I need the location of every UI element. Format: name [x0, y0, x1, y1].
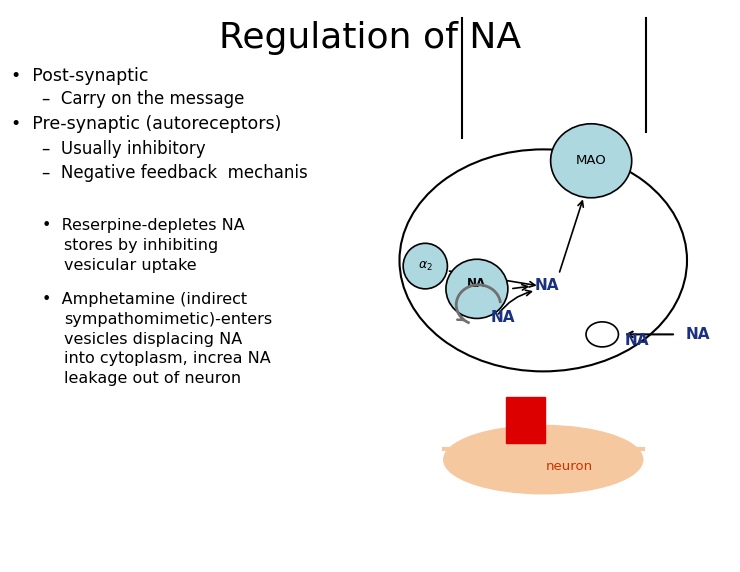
Text: NA: NA [625, 332, 649, 348]
Bar [506, 397, 545, 443]
Circle shape [586, 322, 619, 347]
Text: NA: NA [686, 327, 710, 342]
Text: $\alpha_2$: $\alpha_2$ [418, 260, 433, 273]
Text: Regulation of NA: Regulation of NA [219, 21, 521, 55]
Text: NA: NA [468, 277, 486, 289]
Text: –  Carry on the message: – Carry on the message [42, 90, 244, 108]
Text: into cytoplasm, increa NA: into cytoplasm, increa NA [64, 351, 271, 367]
Text: NA: NA [491, 310, 515, 325]
Text: MAO: MAO [576, 154, 607, 167]
Text: NA: NA [535, 279, 559, 293]
Ellipse shape [446, 259, 508, 319]
Text: stores by inhibiting: stores by inhibiting [64, 237, 218, 253]
Text: vesicular uptake: vesicular uptake [64, 257, 197, 272]
Ellipse shape [444, 426, 643, 494]
Text: •  Amphetamine (indirect: • Amphetamine (indirect [42, 292, 247, 307]
Text: ·: · [476, 268, 482, 287]
Text: vesicles displacing NA: vesicles displacing NA [64, 332, 242, 347]
Ellipse shape [551, 124, 632, 198]
Text: •  Post-synaptic: • Post-synaptic [11, 67, 149, 85]
Text: •  Pre-synaptic (autoreceptors): • Pre-synaptic (autoreceptors) [11, 115, 281, 133]
Text: sympathomimetic)-enters: sympathomimetic)-enters [64, 312, 272, 327]
Text: neuron: neuron [545, 460, 593, 473]
Text: leakage out of neuron: leakage out of neuron [64, 371, 241, 386]
Text: –  Usually inhibitory: – Usually inhibitory [42, 140, 206, 158]
Text: •  Reserpine-depletes NA: • Reserpine-depletes NA [42, 218, 245, 233]
Ellipse shape [403, 243, 448, 289]
Text: -: - [468, 269, 475, 288]
Text: –  Negative feedback  mechanis: – Negative feedback mechanis [42, 164, 308, 182]
